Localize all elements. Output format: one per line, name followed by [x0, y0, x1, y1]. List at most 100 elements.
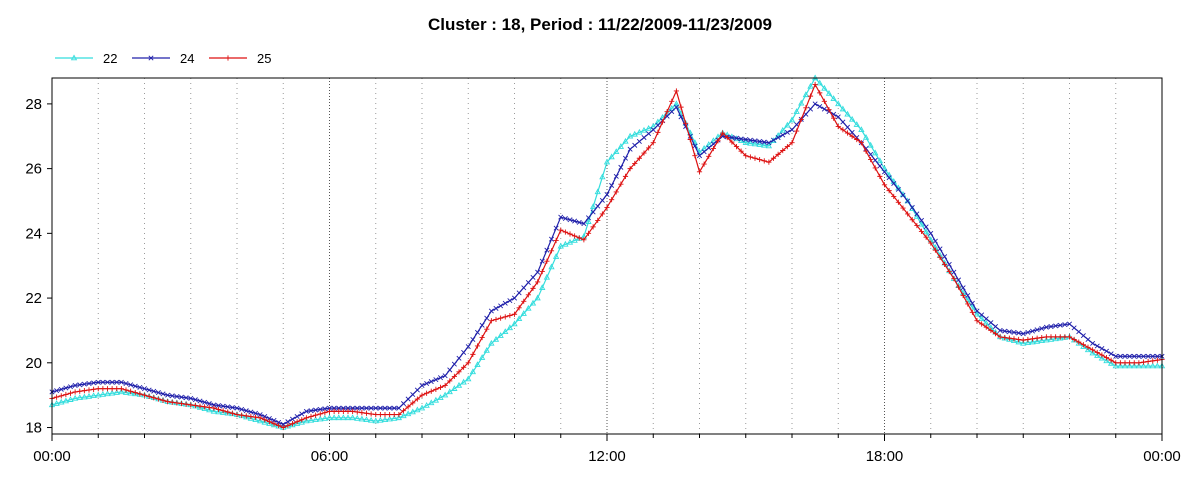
data-point [988, 327, 994, 334]
data-point [91, 386, 97, 392]
data-point [1140, 362, 1147, 369]
data-point [872, 165, 878, 171]
data-point [137, 384, 143, 390]
data-point [71, 394, 79, 401]
data-point [618, 181, 624, 187]
data-point [821, 84, 828, 91]
data-point [478, 354, 486, 360]
data-point [895, 199, 901, 205]
data-point [965, 301, 971, 307]
data-point [229, 404, 235, 410]
data-point [479, 334, 485, 341]
data-point [1131, 360, 1137, 366]
data-point [1016, 336, 1022, 343]
data-point [886, 188, 892, 194]
legend-item-24: 24 [132, 51, 194, 66]
data-point [321, 414, 329, 421]
data-point [553, 225, 559, 231]
data-point [914, 222, 920, 229]
data-point [100, 386, 106, 392]
data-point [358, 415, 366, 422]
data-point [465, 375, 472, 382]
data-point [1094, 343, 1100, 349]
data-point [613, 148, 620, 155]
data-point [678, 104, 684, 110]
data-point [137, 391, 143, 397]
data-point [900, 192, 906, 198]
data-point [779, 126, 786, 133]
data-point [405, 396, 411, 402]
data-point [807, 82, 814, 89]
data-point [812, 101, 818, 107]
data-point [470, 336, 476, 343]
data-point [525, 292, 531, 298]
data-point [1140, 353, 1147, 359]
data-point [937, 254, 943, 260]
y-tick-label: 28 [25, 96, 42, 113]
data-point [1140, 359, 1147, 365]
data-point [766, 159, 772, 165]
data-point [1080, 342, 1086, 348]
data-point [650, 123, 657, 129]
data-point [72, 382, 78, 388]
data-point [442, 373, 448, 379]
data-point [502, 300, 508, 306]
legend-label: 22 [103, 51, 117, 66]
data-point [148, 55, 154, 61]
data-point [511, 320, 518, 327]
data-point [590, 209, 596, 215]
data-point [788, 116, 796, 123]
data-point [909, 217, 915, 223]
data-point [863, 148, 869, 154]
data-point [428, 388, 434, 394]
data-point [183, 401, 189, 407]
y-tick-label: 20 [25, 355, 42, 372]
data-point [95, 386, 101, 392]
data-point [1144, 362, 1152, 369]
data-point [1039, 325, 1045, 332]
data-point [784, 121, 791, 128]
data-point [1094, 349, 1100, 356]
data-point [988, 320, 994, 326]
data-point [539, 258, 545, 264]
data-point [377, 405, 383, 411]
data-point [529, 299, 537, 306]
data-point [802, 91, 810, 98]
data-point [696, 169, 703, 175]
data-point [285, 422, 291, 429]
data-point [581, 221, 587, 227]
data-point [206, 404, 212, 411]
data-point [1066, 321, 1073, 327]
data-point [404, 410, 412, 417]
data-point [132, 383, 138, 389]
data-point [973, 310, 981, 317]
data-point [641, 150, 647, 156]
data-point [373, 411, 379, 418]
data-point [386, 415, 393, 422]
data-point [572, 233, 578, 239]
series-22 [48, 74, 1166, 430]
data-point [544, 247, 550, 253]
data-point [215, 403, 222, 409]
data-point [1029, 336, 1036, 342]
data-point [58, 398, 65, 405]
data-point [1117, 362, 1124, 369]
data-point [271, 417, 277, 423]
data-point [1085, 336, 1091, 343]
data-point [234, 405, 240, 411]
data-point [613, 189, 619, 195]
data-point [1131, 362, 1138, 369]
data-point [363, 410, 370, 416]
data-point [641, 135, 647, 141]
data-point [354, 414, 361, 421]
data-point [1117, 360, 1123, 366]
data-point [521, 298, 527, 304]
data-point [858, 140, 864, 146]
data-point [442, 382, 448, 389]
data-point [1080, 343, 1087, 349]
data-point [780, 147, 786, 154]
data-point [705, 141, 712, 147]
data-point [840, 119, 846, 125]
data-point [395, 414, 403, 421]
data-point [313, 412, 319, 418]
